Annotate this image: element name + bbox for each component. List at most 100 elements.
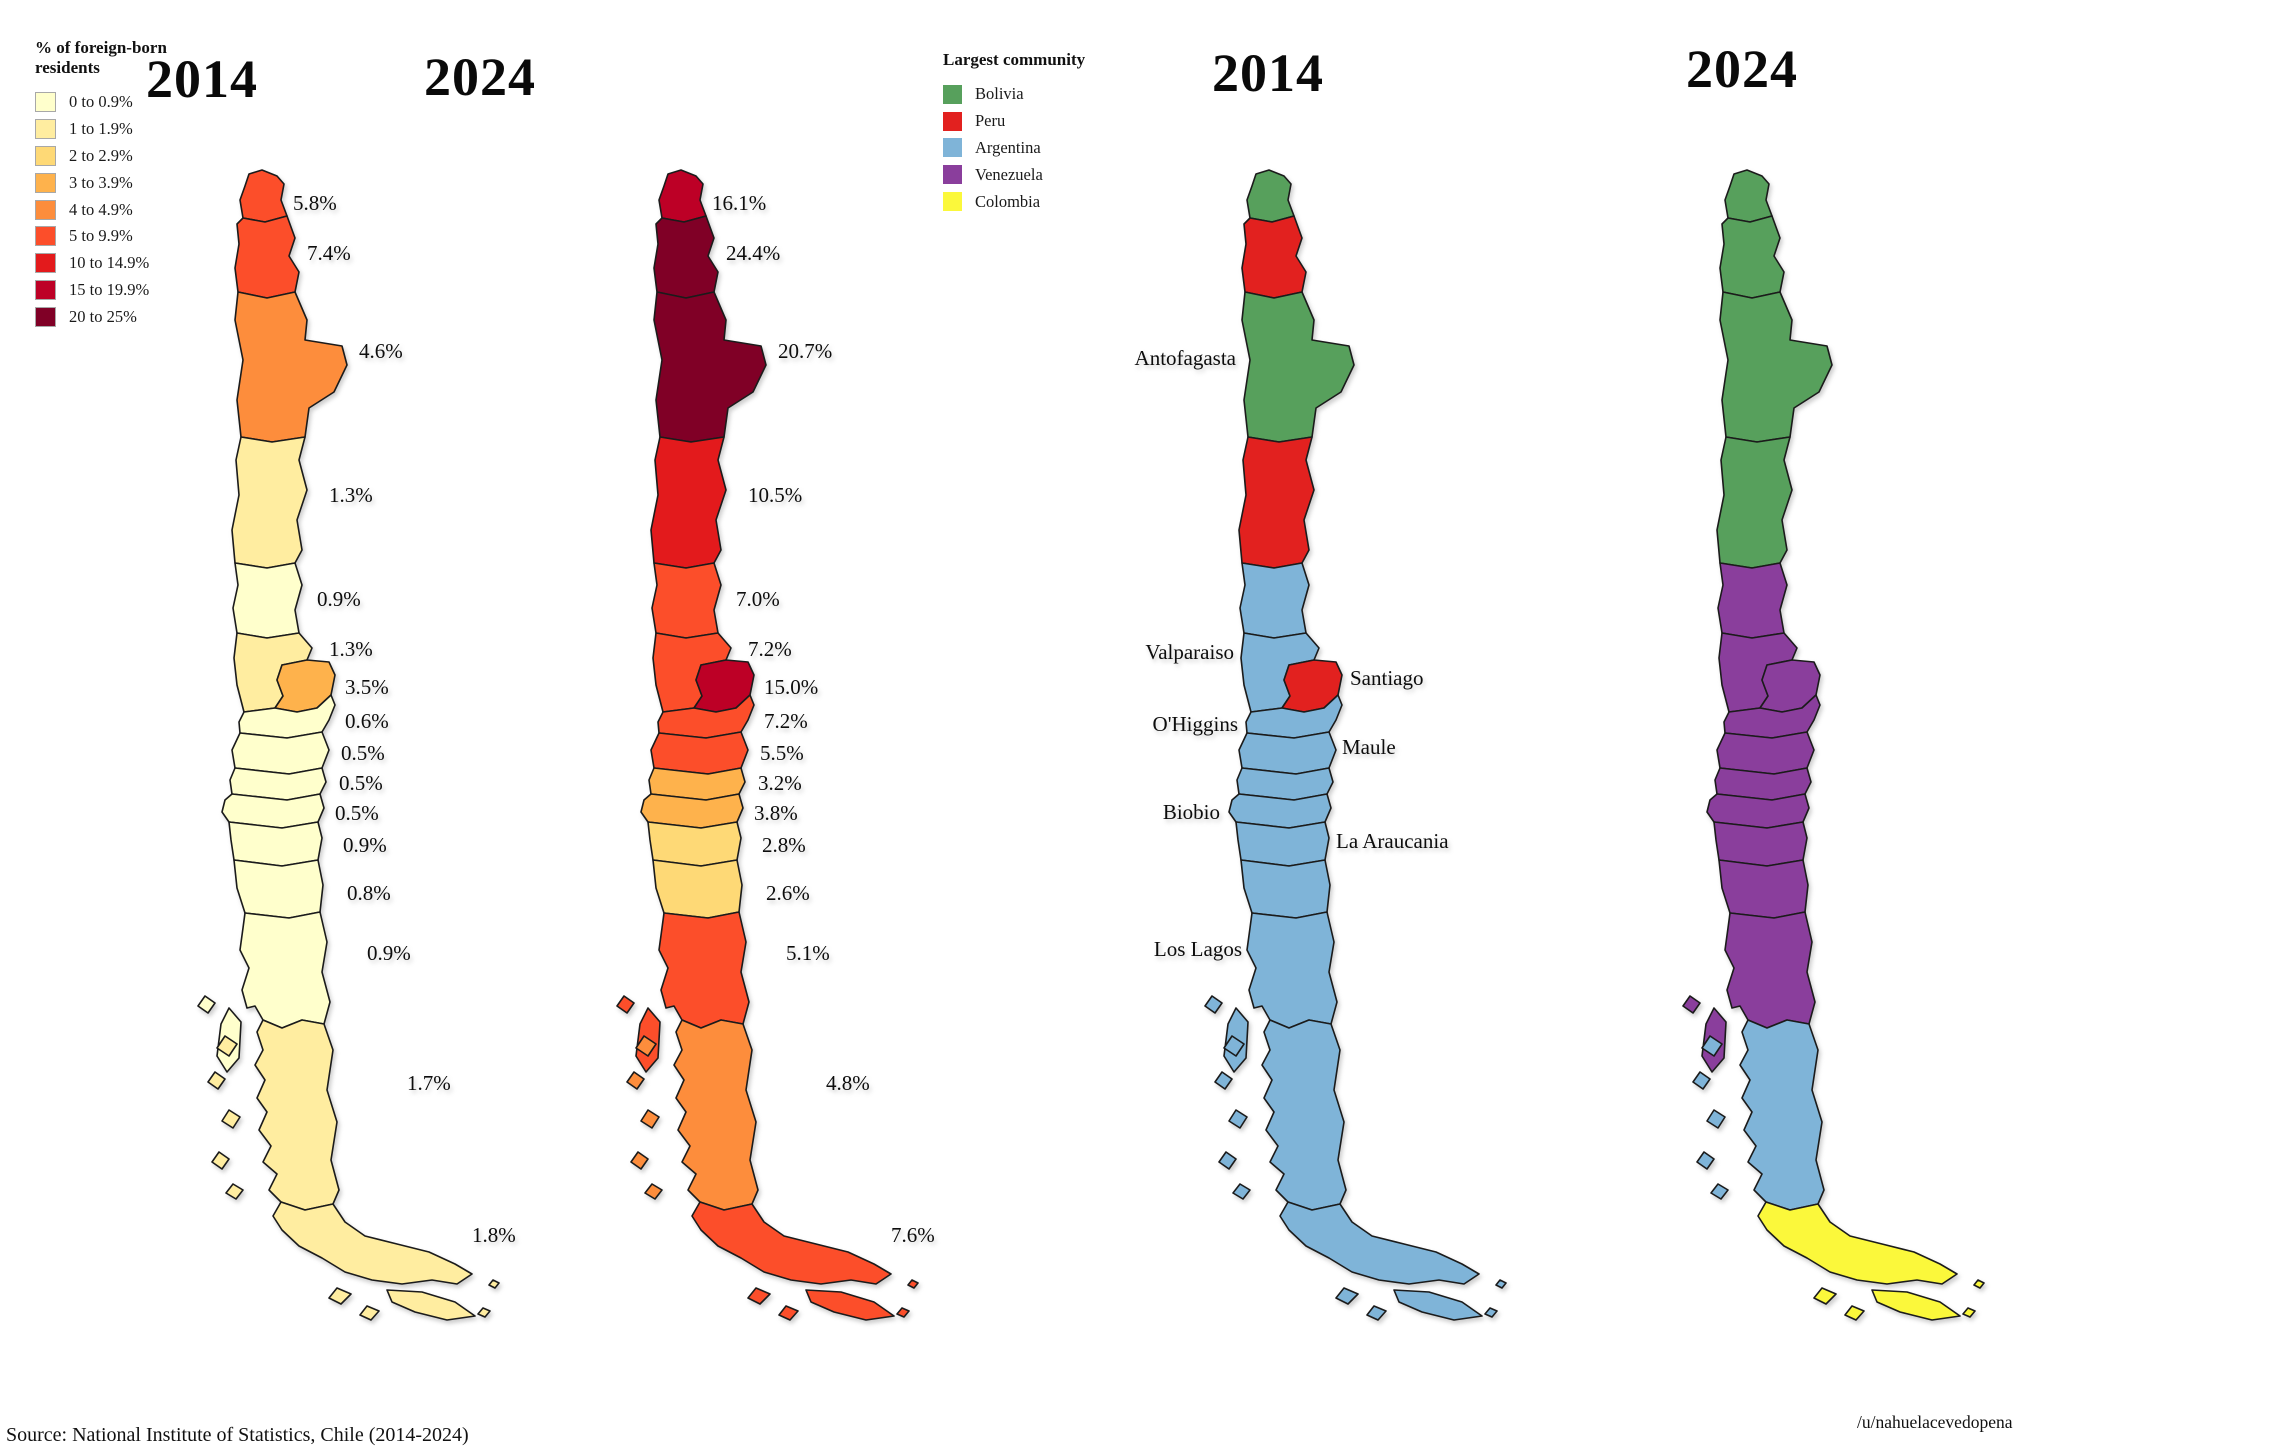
region-value-label: 3.2%: [758, 771, 802, 795]
map-community-2024: [1562, 160, 2042, 1355]
percent-legend-item: 0 to 0.9%: [35, 89, 167, 116]
map-percent-2014: 5.8% 7.4% 4.6% 1.3% 0.9% 1.3% 3.5% 0.6% 0.5% 0.5%…: [77, 160, 557, 1355]
map-percent-2014-region-r12: [228, 821, 323, 867]
community-legend-item: Argentina: [943, 135, 1085, 162]
region-value-label: 0.5%: [339, 771, 383, 795]
region-value-label: 10.5%: [748, 483, 802, 507]
percent-legend-swatch: [35, 199, 56, 220]
map-percent-2024-region-r08: [657, 694, 755, 739]
map-community-2024-region-r03: [1719, 291, 1833, 443]
map-percent-2014-region-r02: [234, 215, 300, 299]
percent-legend-label: 20 to 25%: [69, 306, 137, 326]
percent-legend-swatch: [35, 253, 56, 274]
percent-legend-label: 4 to 4.9%: [69, 199, 133, 219]
region-name-label: Maule: [1342, 735, 1396, 759]
region-name-label: Los Lagos: [1154, 937, 1242, 961]
map-community-2024-region-r04: [1716, 436, 1793, 569]
map-percent-2014-region-r09: [231, 731, 330, 775]
map-percent-2014-region-r13: [233, 859, 324, 919]
community-legend-title: Largest community: [943, 50, 1086, 69]
region-value-label: 24.4%: [726, 241, 780, 265]
percent-legend-items: 0 to 0.9% 1 to 1.9% 2 to 2.9% 3 to 3.9% 4 to…: [35, 89, 167, 330]
region-value-label: 1.3%: [329, 637, 373, 661]
map-percent-2014-region-r16: [272, 1201, 500, 1321]
region-name-label: Valparaiso: [1145, 640, 1234, 664]
percent-legend-item: 2 to 2.9%: [35, 143, 167, 170]
community-legend-swatch: [943, 111, 962, 131]
region-value-label: 7.2%: [764, 709, 808, 733]
map-svg-percent-2024: 16.1% 24.4% 20.7% 10.5% 7.0% 7.2% 15.0% 7.2% 5.5…: [616, 169, 935, 1321]
map-community-2014-region-r05: [1239, 562, 1310, 639]
community-legend-label: Venezuela: [975, 164, 1043, 184]
community-legend-label: Colombia: [975, 191, 1041, 211]
map-title-community-2014: 2014: [1212, 43, 1324, 103]
percent-legend-label: 2 to 2.9%: [69, 145, 133, 165]
map-community-2024-region-r15: [1692, 1019, 1825, 1211]
map-title-percent-2024: 2024: [424, 47, 536, 107]
community-legend-swatch: [943, 138, 962, 158]
region-value-label: 7.6%: [891, 1223, 935, 1247]
region-value-label: 2.6%: [766, 881, 810, 905]
community-legend-item: Peru: [943, 108, 1085, 135]
region-value-label: 1.7%: [407, 1071, 451, 1095]
region-value-label: 7.0%: [736, 587, 780, 611]
author-credit: /u/nahuelacevedopena: [1857, 1412, 2013, 1432]
map-percent-2014-region-r05: [232, 562, 303, 639]
map-percent-2024-region-r15: [626, 1019, 759, 1211]
region-value-label: 0.5%: [335, 801, 379, 825]
map-community-2014-region-r01: [1246, 169, 1295, 223]
map-community-2024-region-r12: [1713, 821, 1808, 867]
region-value-label: 0.9%: [317, 587, 361, 611]
community-legend-label: Argentina: [975, 137, 1041, 157]
community-legend-label: Bolivia: [975, 84, 1024, 104]
percent-legend-title: % of foreign-born residents: [35, 38, 167, 78]
map-percent-2024-region-r04: [650, 436, 727, 569]
map-title-percent-2014: 2014: [146, 49, 258, 109]
map-community-2014-region-r12: [1235, 821, 1330, 867]
region-value-label: 0.6%: [345, 709, 389, 733]
map-community-2024-region-r13: [1718, 859, 1809, 919]
region-value-label: 3.8%: [754, 801, 798, 825]
map-percent-2014-region-r01: [239, 169, 288, 223]
percent-legend-item: 10 to 14.9%: [35, 250, 167, 277]
region-value-label: 1.3%: [329, 483, 373, 507]
percent-legend: % of foreign-born residents 0 to 0.9% 1 t…: [35, 38, 167, 330]
map-percent-2024-region-r14: [616, 911, 750, 1073]
percent-legend-label: 1 to 1.9%: [69, 119, 133, 139]
region-value-label: 0.5%: [341, 741, 385, 765]
percent-legend-item: 4 to 4.9%: [35, 196, 167, 223]
region-value-label: 3.5%: [345, 675, 389, 699]
percent-legend-item: 1 to 1.9%: [35, 116, 167, 143]
percent-legend-swatch: [35, 226, 56, 247]
map-svg-percent-2014: 5.8% 7.4% 4.6% 1.3% 0.9% 1.3% 3.5% 0.6% 0.5% 0.5%…: [197, 169, 516, 1321]
region-value-label: 5.5%: [760, 741, 804, 765]
percent-legend-item: 15 to 19.9%: [35, 277, 167, 304]
community-legend-item: Bolivia: [943, 81, 1085, 108]
percent-legend-label: 10 to 14.9%: [69, 253, 150, 273]
map-community-2014-region-r02: [1241, 215, 1307, 299]
map-community-2024-region-r08: [1723, 694, 1821, 739]
region-value-label: 7.2%: [748, 637, 792, 661]
map-percent-2024-region-r12: [647, 821, 742, 867]
map-percent-2024: 16.1% 24.4% 20.7% 10.5% 7.0% 7.2% 15.0% 7.2% 5.5…: [496, 160, 976, 1355]
map-community-2014-region-r14: [1204, 911, 1338, 1073]
region-value-label: 20.7%: [778, 339, 832, 363]
map-community-2014-region-r15: [1214, 1019, 1347, 1211]
map-community-2024-region-r16: [1757, 1201, 1985, 1321]
region-value-label: 0.9%: [367, 941, 411, 965]
map-percent-2024-region-r05: [651, 562, 722, 639]
map-percent-2024-region-r01: [658, 169, 707, 223]
map-percent-2014-region-r15: [207, 1019, 340, 1211]
percent-legend-swatch: [35, 172, 56, 193]
percent-legend-swatch: [35, 119, 56, 140]
map-community-2024-region-r05: [1717, 562, 1788, 639]
percent-legend-label: 3 to 3.9%: [69, 172, 133, 192]
region-value-label: 4.8%: [826, 1071, 870, 1095]
community-legend-swatch: [943, 84, 962, 104]
map-percent-2024-region-r03: [653, 291, 767, 443]
percent-legend-swatch: [35, 279, 56, 300]
map-svg-community-2014: Antofagasta Valparaiso Santiago O'Higgins Ma…: [1135, 169, 1507, 1321]
region-name-label: La Araucania: [1336, 829, 1449, 853]
community-legend-item: Colombia: [943, 188, 1085, 215]
